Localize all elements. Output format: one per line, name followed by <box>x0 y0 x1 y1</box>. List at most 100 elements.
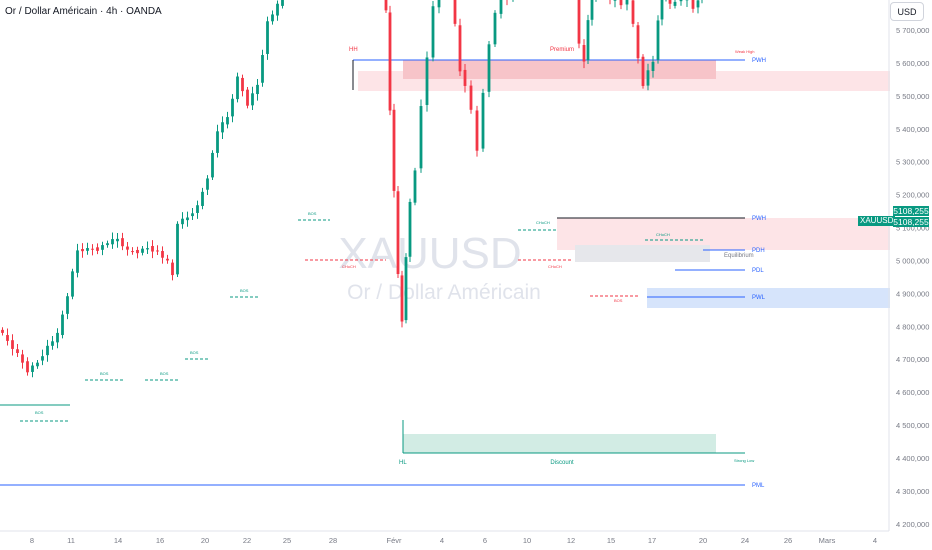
candle-body <box>691 0 695 9</box>
candle-body <box>106 243 109 246</box>
price-tick-label: 4 600,000 <box>896 388 929 397</box>
candle-body <box>26 361 29 373</box>
watermark: XAUUSD Or / Dollar Américain <box>338 229 541 304</box>
candle-body <box>276 3 279 16</box>
candle-body <box>437 0 441 8</box>
candle-body <box>126 246 129 250</box>
candle-body <box>191 213 194 217</box>
label-choch-3: CHoCH <box>548 264 562 269</box>
time-tick-label: 8 <box>30 536 34 545</box>
candle-body <box>388 12 392 111</box>
price-tick-label: 4 900,000 <box>896 289 929 298</box>
candle-body <box>281 0 284 6</box>
candle-body <box>201 191 204 206</box>
candle-body <box>101 245 104 250</box>
label-premium: Premium <box>550 47 574 53</box>
time-tick-label: 20 <box>201 536 209 545</box>
candle-body <box>413 170 417 203</box>
label-bos-4: BOS <box>190 350 199 355</box>
candle-body <box>458 25 462 72</box>
candle-body <box>141 248 144 253</box>
candle-body <box>31 365 34 372</box>
candle-body <box>419 106 423 169</box>
candle-body <box>116 238 119 242</box>
candle-body <box>86 248 89 251</box>
currency-button[interactable]: USD <box>890 2 924 21</box>
label-hh: HH <box>349 47 358 53</box>
candle-body <box>577 0 581 44</box>
last-price-tag-2: 5108,255 <box>893 217 929 227</box>
candle-body <box>236 76 239 100</box>
candle-body <box>408 201 412 257</box>
candle-body <box>487 44 491 92</box>
candle-body <box>216 131 219 153</box>
price-tick-label: 4 500,000 <box>896 421 929 430</box>
price-tick-label: 4 800,000 <box>896 322 929 331</box>
candle-body <box>181 218 184 225</box>
label-bos-down: BOS <box>614 298 623 303</box>
candle-body <box>668 0 672 4</box>
candle-body <box>241 77 244 92</box>
candle-body <box>271 14 274 22</box>
candle-body <box>679 0 683 2</box>
price-tick-label: 4 200,000 <box>896 520 929 529</box>
candle-body <box>619 0 623 6</box>
label-bos-1: BOS <box>35 410 44 415</box>
candle-body <box>196 205 199 213</box>
time-tick-label: 14 <box>114 536 122 545</box>
candle-body <box>221 122 224 133</box>
premium-zone <box>403 60 716 79</box>
time-tick-label: 28 <box>329 536 337 545</box>
candle-body <box>431 6 435 58</box>
label-pwh: PWH <box>752 216 766 222</box>
candle-body <box>166 258 169 261</box>
label-pdh: PDH <box>752 248 765 254</box>
candle-body <box>91 248 94 250</box>
candle-body <box>1 329 4 333</box>
label-bos-6: BOS <box>308 211 317 216</box>
candle-body <box>404 257 408 321</box>
watermark-symbol: XAUUSD <box>338 229 521 278</box>
candle-body <box>111 239 114 245</box>
candle-body <box>384 0 388 11</box>
label-equilibrium: Equilibrium <box>724 253 754 259</box>
candle-body <box>463 69 467 86</box>
candle-body <box>481 92 485 149</box>
price-tick-label: 4 300,000 <box>896 487 929 496</box>
label-pwl: PWL <box>752 295 766 301</box>
time-axis[interactable]: 8 11 14 16 20 22 25 28 Févr 4 6 10 12 15 17 20 24 26 Mars 4 <box>0 530 889 545</box>
candle-body <box>66 296 69 314</box>
time-tick-label: 26 <box>784 536 792 545</box>
candle-body <box>61 314 64 336</box>
price-tick-label: 5 200,000 <box>896 191 929 200</box>
zones-layer <box>358 60 890 453</box>
time-tick-label: 20 <box>699 536 707 545</box>
time-tick-label: 22 <box>243 536 251 545</box>
price-tick-label: 5 300,000 <box>896 158 929 167</box>
candle-body <box>475 110 479 151</box>
candle-body <box>96 247 99 251</box>
candle-body <box>176 223 179 275</box>
time-tick-label: Févr <box>387 536 403 545</box>
candle-body <box>36 362 39 367</box>
equilibrium-zone <box>575 245 710 262</box>
last-price-tag: 5108,255 <box>893 206 929 216</box>
label-bos-5: BOS <box>240 288 249 293</box>
candle-body <box>392 109 396 191</box>
label-bos-3: BOS <box>160 371 169 376</box>
candle-body <box>656 20 660 60</box>
time-tick-label: Mars <box>819 536 836 545</box>
candle-body <box>186 217 189 221</box>
time-tick-label: 10 <box>523 536 531 545</box>
candle-body <box>41 356 44 361</box>
candle-body <box>146 248 149 250</box>
label-pdl: PDL <box>752 268 764 274</box>
label-pml: PML <box>752 483 765 489</box>
candle-body <box>400 275 404 322</box>
candle-body <box>21 354 24 363</box>
watermark-name: Or / Dollar Américain <box>347 281 541 304</box>
price-axis[interactable]: 5 700,000 5 600,000 5 500,000 5 400,000 5 30… <box>888 0 929 531</box>
time-tick-label: 6 <box>483 536 487 545</box>
label-pmh: PWH <box>752 58 766 64</box>
